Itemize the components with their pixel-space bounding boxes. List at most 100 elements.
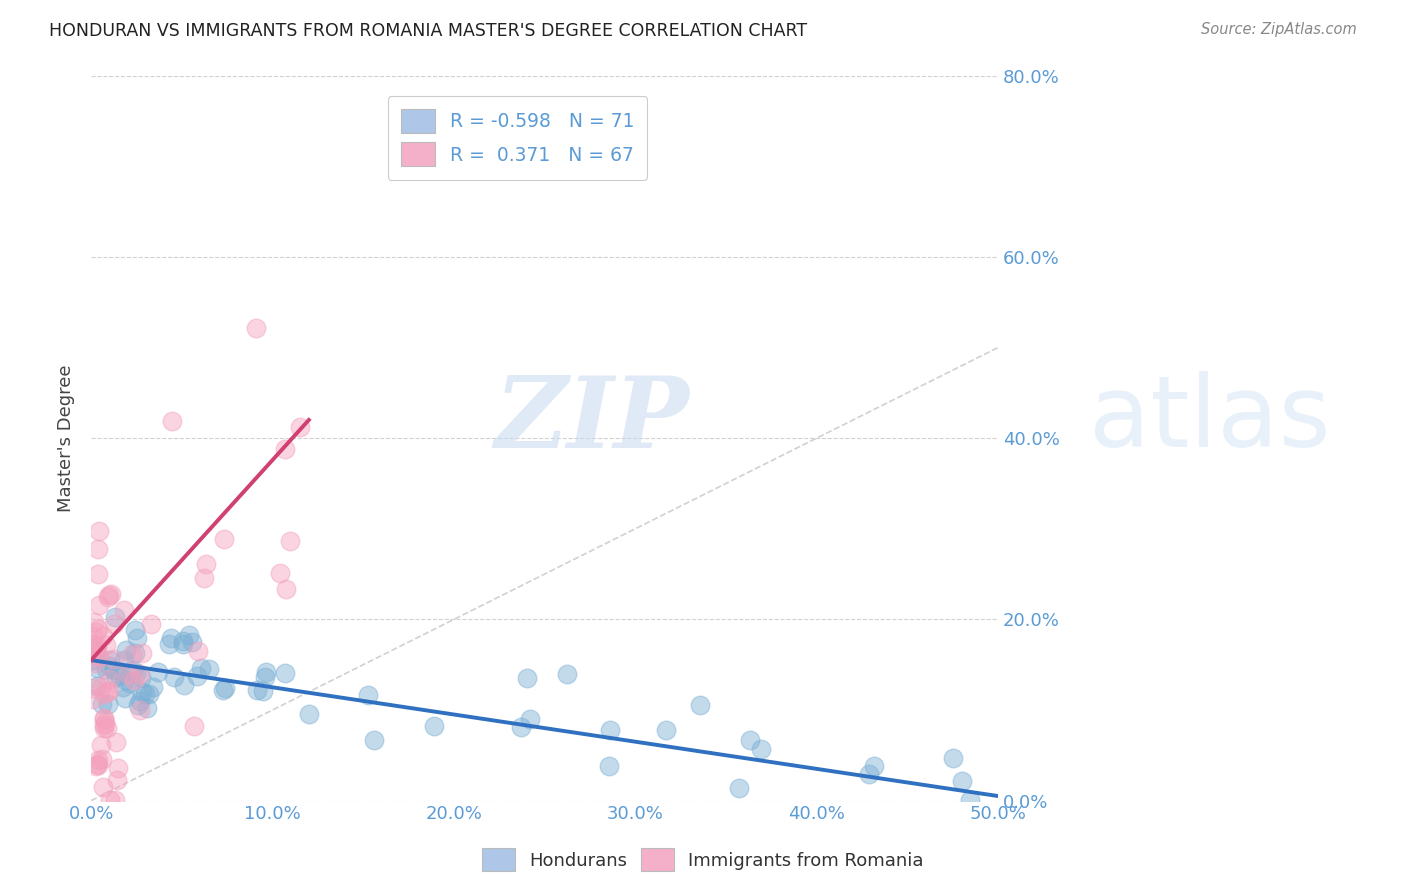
Point bbox=[91, 629, 114, 643]
Point bbox=[124, 646, 146, 660]
Point bbox=[245, 321, 267, 335]
Point bbox=[254, 670, 277, 684]
Point bbox=[86, 757, 108, 772]
Point bbox=[950, 773, 973, 788]
Point bbox=[112, 603, 135, 617]
Point bbox=[87, 757, 110, 772]
Point bbox=[111, 681, 134, 695]
Point bbox=[187, 644, 209, 658]
Point bbox=[118, 676, 141, 690]
Point bbox=[246, 682, 269, 697]
Point bbox=[274, 582, 297, 596]
Point bbox=[131, 685, 153, 699]
Point bbox=[252, 683, 274, 698]
Point bbox=[129, 694, 152, 708]
Point bbox=[103, 617, 125, 632]
Point bbox=[94, 716, 117, 731]
Point bbox=[87, 524, 110, 538]
Point bbox=[90, 752, 112, 766]
Point bbox=[96, 721, 118, 735]
Point bbox=[82, 681, 104, 695]
Point bbox=[82, 642, 104, 657]
Point bbox=[274, 665, 297, 680]
Point bbox=[114, 690, 136, 705]
Point bbox=[139, 617, 162, 632]
Point bbox=[104, 669, 127, 683]
Point bbox=[195, 558, 218, 572]
Point bbox=[87, 649, 110, 664]
Point bbox=[82, 629, 104, 643]
Point bbox=[87, 648, 110, 662]
Point bbox=[728, 780, 751, 795]
Point bbox=[93, 712, 115, 726]
Point bbox=[97, 673, 120, 687]
Legend: Hondurans, Immigrants from Romania: Hondurans, Immigrants from Romania bbox=[475, 841, 931, 879]
Point bbox=[96, 685, 118, 699]
Point bbox=[107, 668, 129, 682]
Point bbox=[84, 759, 107, 773]
Point bbox=[519, 712, 541, 726]
Point bbox=[104, 793, 127, 807]
Point bbox=[87, 753, 110, 767]
Point bbox=[90, 680, 112, 694]
Point bbox=[157, 637, 180, 651]
Point bbox=[163, 670, 186, 684]
Point bbox=[91, 780, 114, 794]
Point bbox=[98, 793, 121, 807]
Point bbox=[423, 719, 446, 733]
Point bbox=[146, 665, 169, 679]
Text: Source: ZipAtlas.com: Source: ZipAtlas.com bbox=[1201, 22, 1357, 37]
Point bbox=[84, 625, 107, 640]
Point bbox=[87, 541, 110, 556]
Text: ZIP: ZIP bbox=[495, 372, 690, 468]
Legend: R = -0.598   N = 71, R =  0.371   N = 67: R = -0.598 N = 71, R = 0.371 N = 67 bbox=[388, 95, 647, 179]
Point bbox=[186, 668, 208, 682]
Point bbox=[82, 692, 104, 706]
Point bbox=[104, 610, 127, 624]
Point bbox=[97, 683, 120, 698]
Point bbox=[598, 759, 620, 773]
Point bbox=[97, 590, 120, 604]
Point bbox=[82, 653, 104, 667]
Point bbox=[959, 793, 981, 807]
Point bbox=[689, 698, 711, 713]
Y-axis label: Master's Degree: Master's Degree bbox=[58, 364, 75, 512]
Point bbox=[86, 639, 108, 653]
Point bbox=[104, 734, 127, 748]
Point bbox=[98, 588, 121, 602]
Point bbox=[288, 420, 311, 434]
Point bbox=[557, 666, 579, 681]
Point bbox=[86, 679, 108, 693]
Text: atlas: atlas bbox=[1088, 371, 1330, 468]
Point bbox=[122, 663, 145, 677]
Point bbox=[98, 653, 121, 667]
Point bbox=[128, 667, 150, 681]
Point bbox=[136, 701, 159, 715]
Point bbox=[82, 637, 104, 651]
Point bbox=[131, 671, 153, 685]
Point bbox=[190, 661, 212, 675]
Point bbox=[84, 640, 107, 655]
Point bbox=[87, 623, 110, 637]
Point bbox=[125, 665, 148, 680]
Point bbox=[516, 672, 538, 686]
Point bbox=[858, 766, 880, 780]
Point bbox=[863, 758, 886, 772]
Point bbox=[298, 706, 321, 721]
Point bbox=[363, 733, 385, 747]
Point bbox=[93, 687, 115, 701]
Point bbox=[94, 638, 117, 652]
Point bbox=[172, 637, 194, 651]
Point bbox=[115, 642, 138, 657]
Point bbox=[124, 623, 146, 637]
Point bbox=[193, 571, 215, 585]
Point bbox=[212, 683, 235, 698]
Point bbox=[121, 647, 143, 661]
Point bbox=[103, 652, 125, 666]
Point bbox=[142, 680, 165, 694]
Point bbox=[740, 733, 762, 747]
Point bbox=[86, 567, 108, 582]
Point bbox=[90, 697, 112, 711]
Point bbox=[103, 663, 125, 677]
Point bbox=[180, 635, 202, 649]
